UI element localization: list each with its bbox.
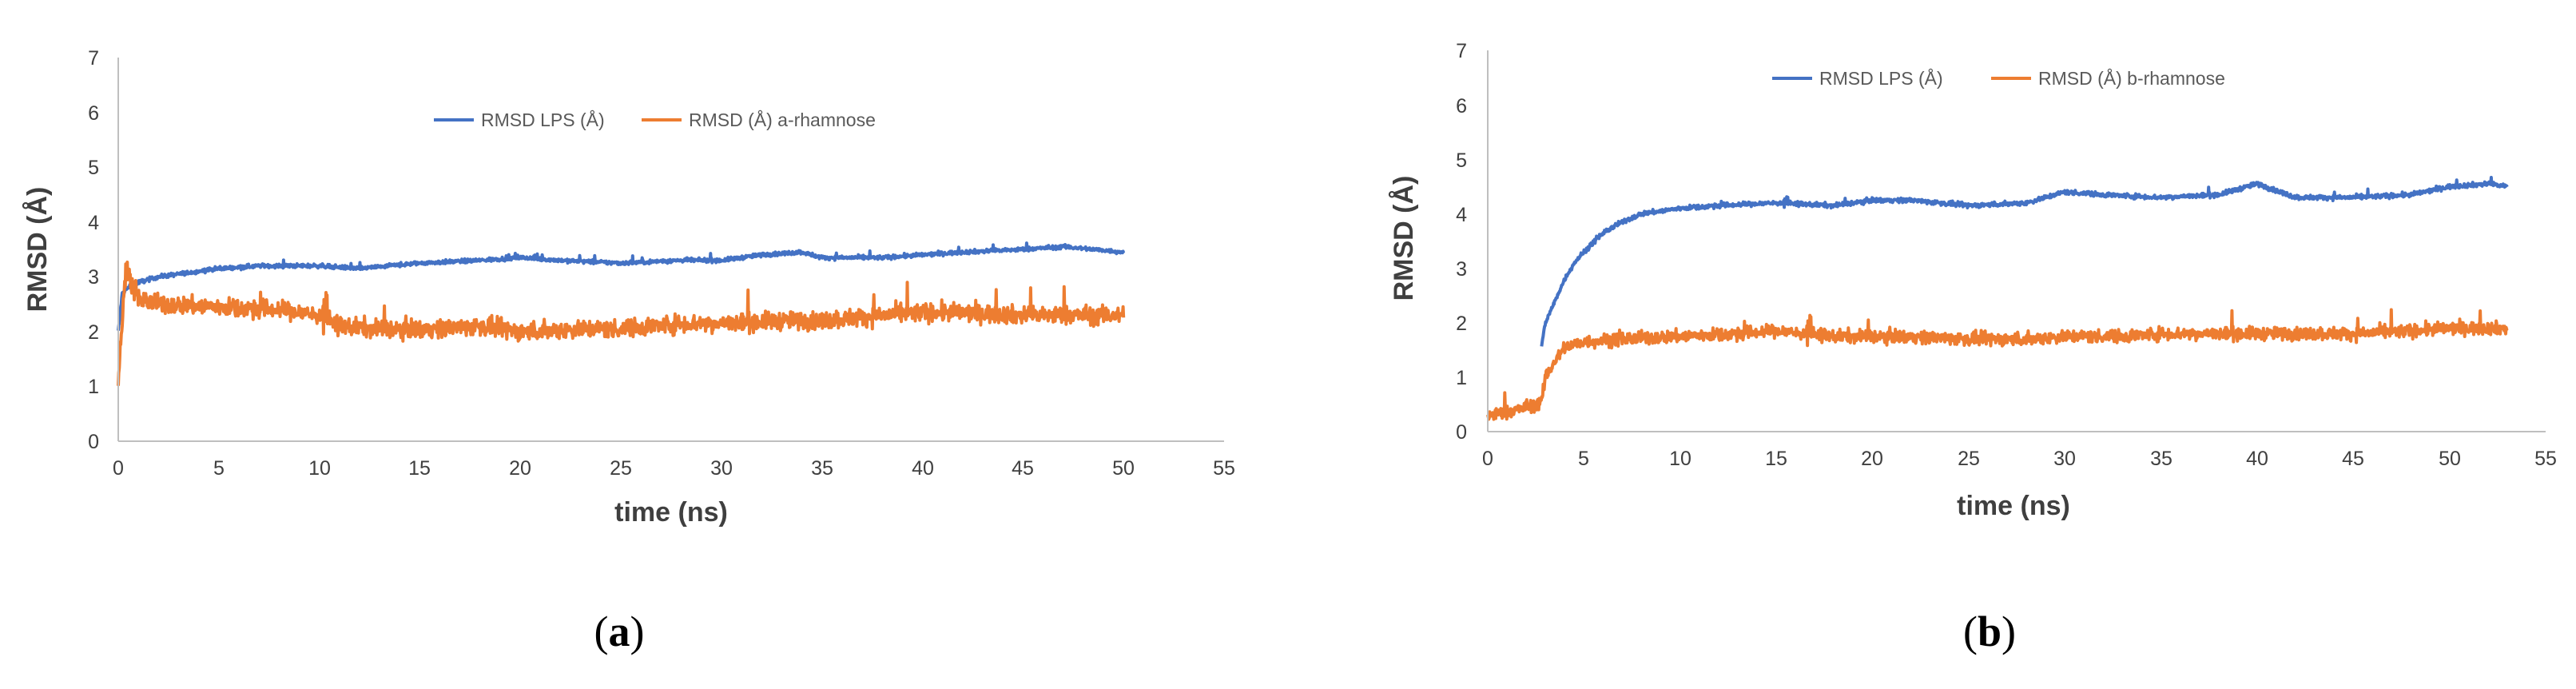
- panel-b-x-tick: 10: [1669, 448, 1691, 470]
- panel-a-y-tick: 4: [88, 212, 99, 234]
- panel-b-x-tick: 35: [2150, 448, 2173, 470]
- panel-b-x-tick: 15: [1765, 448, 1787, 470]
- panel-a-y-tick: 3: [88, 266, 99, 289]
- panel-b-legend-label-rhamnose: RMSD (Å) b-rhamnose: [2038, 67, 2225, 89]
- panel-b: 0 1 2 3 4 5 6 7 0 5 10 15 20 25 30 35 40…: [1389, 40, 2557, 655]
- panel-a-x-tick: 45: [1012, 457, 1034, 480]
- panel-b-x-tick: 45: [2342, 448, 2364, 470]
- panel-b-x-axis-title: time (ns): [1957, 491, 2070, 521]
- panel-b-plot-lines: [1486, 176, 2509, 421]
- panel-b-legend: RMSD LPS (Å) RMSD (Å) b-rhamnose: [1772, 67, 2225, 89]
- panel-a-x-tick: 10: [308, 457, 331, 480]
- panel-a-x-tick: 0: [113, 457, 124, 480]
- panel-b-x-tick: 50: [2439, 448, 2461, 470]
- panel-a-x-tick: 30: [710, 457, 733, 480]
- panel-a-x-tick: 5: [213, 457, 225, 480]
- panel-a-y-tick: 2: [88, 321, 99, 344]
- panel-a-x-tick: 40: [912, 457, 934, 480]
- panel-a-legend-label-rhamnose: RMSD (Å) a-rhamnose: [689, 109, 876, 130]
- panel-b-y-ticks: 0 1 2 3 4 5 6 7: [1456, 40, 1467, 444]
- panel-a: 0 1 2 3 4 5 6 7 0 5 10 15 20 25 30 35 40…: [22, 47, 1235, 655]
- panel-b-y-tick: 4: [1456, 204, 1467, 226]
- panel-a-x-ticks: 0 5 10 15 20 25 30 35 40 45 50 55: [113, 457, 1235, 480]
- panel-b-rhamnose-line: [1486, 308, 2509, 421]
- panel-a-x-tick: 55: [1213, 457, 1235, 480]
- panel-a-y-tick: 6: [88, 102, 99, 125]
- panel-b-x-tick: 25: [1958, 448, 1980, 470]
- panel-a-x-tick: 35: [811, 457, 833, 480]
- panel-a-x-tick: 50: [1112, 457, 1135, 480]
- panel-a-legend-label-lps: RMSD LPS (Å): [481, 109, 605, 130]
- panel-b-x-tick: 40: [2246, 448, 2268, 470]
- panel-a-plot-lines: [117, 241, 1126, 386]
- panel-a-y-ticks: 0 1 2 3 4 5 6 7: [88, 47, 99, 453]
- panel-b-label-letter: b: [1978, 607, 2002, 655]
- panel-b-x-tick: 20: [1861, 448, 1883, 470]
- panel-a-x-tick: 25: [610, 457, 632, 480]
- panel-b-x-tick: 30: [2053, 448, 2076, 470]
- panel-b-y-tick: 1: [1456, 367, 1467, 389]
- panel-b-legend-label-lps: RMSD LPS (Å): [1819, 67, 1943, 89]
- panel-b-y-axis-title: RMSD (Å): [1389, 176, 1419, 301]
- panel-b-label: (b): [1963, 607, 2016, 655]
- panel-b-x-tick: 55: [2534, 448, 2557, 470]
- panel-b-x-tick: 5: [1578, 448, 1589, 470]
- panel-a-y-axis-title: RMSD (Å): [22, 187, 53, 313]
- panel-a-rhamnose-line: [117, 261, 1126, 386]
- panel-a-legend: RMSD LPS (Å) RMSD (Å) a-rhamnose: [434, 109, 876, 130]
- panel-b-y-tick: 0: [1456, 421, 1467, 444]
- panel-a-y-tick: 0: [88, 431, 99, 453]
- panel-a-lps-line: [117, 241, 1126, 331]
- panel-a-label: (a): [594, 607, 645, 655]
- panel-a-x-axis-title: time (ns): [614, 497, 728, 528]
- panel-b-y-tick: 5: [1456, 149, 1467, 172]
- panel-b-y-tick: 2: [1456, 313, 1467, 335]
- panel-b-y-tick: 3: [1456, 258, 1467, 281]
- panel-b-y-tick: 6: [1456, 95, 1467, 117]
- panel-b-x-tick: 0: [1482, 448, 1493, 470]
- panel-a-x-tick: 15: [408, 457, 431, 480]
- panel-a-y-tick: 1: [88, 376, 99, 398]
- panel-a-label-letter: a: [609, 607, 630, 655]
- panel-b-x-ticks: 0 5 10 15 20 25 30 35 40 45 50 55: [1482, 448, 2557, 470]
- panel-a-x-tick: 20: [509, 457, 531, 480]
- panel-a-y-tick: 5: [88, 157, 99, 179]
- panel-b-y-tick: 7: [1456, 40, 1467, 62]
- panel-b-lps-line: [1540, 176, 2509, 347]
- panel-a-y-tick: 7: [88, 47, 99, 70]
